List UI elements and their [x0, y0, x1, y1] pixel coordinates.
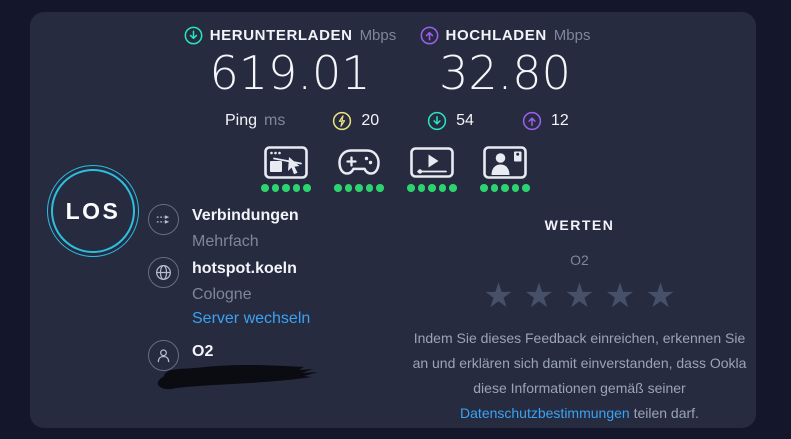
- download-value: 619.01: [209, 46, 371, 100]
- streaming-icon: [410, 146, 454, 179]
- download-latency-icon: [427, 111, 447, 131]
- rating-star[interactable]: ★: [564, 277, 595, 315]
- person-icon: [148, 340, 179, 371]
- ping-upload-value: 12: [550, 112, 569, 129]
- server-name: hotspot.koeln: [192, 260, 297, 277]
- performance-dot: [365, 184, 374, 192]
- performance-dot: [501, 184, 509, 192]
- provider-info: O2: [148, 340, 213, 371]
- rating-star[interactable]: ★: [523, 277, 555, 315]
- category-row: [261, 146, 530, 192]
- rating-panel: WERTEN O2 ★ ★ ★ ★ ★ Indem Sie dieses Feedbac…: [402, 217, 757, 426]
- ping-upload: 12: [522, 111, 569, 131]
- streaming-dots: [407, 184, 457, 192]
- browsing-icon: [264, 146, 308, 179]
- category-gaming: [334, 146, 384, 192]
- performance-dot: [480, 184, 488, 192]
- gaming-icon: [337, 146, 381, 179]
- rating-subject: O2: [570, 252, 589, 268]
- speedtest-result-card: HERUNTERLADEN Mbps 619.01 HOCHLADEN Mbps…: [30, 12, 756, 428]
- ping-download-value: 54: [456, 112, 474, 129]
- performance-dot: [282, 184, 290, 192]
- ping-download: 54: [427, 111, 474, 131]
- category-video-chat: [480, 146, 530, 192]
- download-unit: Mbps: [359, 27, 397, 44]
- globe-icon: [148, 257, 179, 288]
- server-city: Cologne: [192, 286, 252, 303]
- rating-stars: ★ ★ ★ ★ ★: [402, 276, 757, 316]
- browsing-dots: [261, 184, 311, 192]
- ping-label: Ping: [225, 112, 258, 129]
- rating-disclaimer: Indem Sie dieses Feedback einreichen, er…: [402, 326, 757, 426]
- upload-label: HOCHLADEN: [445, 27, 547, 44]
- performance-dot: [334, 184, 342, 192]
- disclaimer-text-after: teilen darf.: [629, 405, 699, 421]
- performance-dot: [522, 184, 530, 192]
- performance-dot: [261, 184, 269, 192]
- video-chat-dots: [480, 184, 530, 192]
- ping-idle-value: 20: [361, 112, 380, 129]
- multi-connection-icon: [148, 204, 179, 235]
- performance-dot: [271, 184, 280, 192]
- ping-row: Ping ms 20 54: [225, 111, 569, 131]
- performance-dot: [449, 184, 457, 192]
- connection-subtitle[interactable]: Mehrfach: [192, 233, 259, 250]
- rating-heading: WERTEN: [544, 217, 615, 233]
- server-info: hotspot.koeln Cologne Server wechseln: [148, 257, 310, 328]
- category-streaming: [407, 146, 457, 192]
- performance-dot: [428, 184, 436, 192]
- performance-dot: [355, 184, 363, 192]
- download-result: HERUNTERLADEN Mbps 619.01: [160, 26, 420, 100]
- performance-dot: [407, 184, 415, 192]
- upload-value: 32.80: [439, 46, 571, 100]
- connection-info: Verbindungen Mehrfach: [148, 204, 299, 251]
- change-server-link[interactable]: Server wechseln: [192, 310, 311, 327]
- performance-dot: [417, 184, 426, 192]
- go-button[interactable]: LOS: [47, 165, 139, 257]
- performance-dot: [303, 184, 311, 192]
- upload-result: HOCHLADEN Mbps 32.80: [380, 26, 630, 100]
- performance-dot: [292, 184, 301, 192]
- upload-circle-icon: [420, 26, 439, 45]
- performance-dot: [438, 184, 447, 192]
- go-button-label: LOS: [65, 197, 121, 224]
- idle-latency-icon: [332, 111, 352, 131]
- rating-star[interactable]: ★: [483, 277, 514, 315]
- privacy-policy-link[interactable]: Datenschutzbestimmungen: [460, 405, 630, 421]
- download-circle-icon: [184, 26, 203, 45]
- redacted-ip-scribble: [152, 358, 340, 400]
- connection-title: Verbindungen: [192, 207, 299, 224]
- rating-star[interactable]: ★: [645, 277, 676, 315]
- download-label: HERUNTERLADEN: [209, 27, 353, 44]
- ping-idle: 20: [332, 111, 379, 131]
- upload-unit: Mbps: [553, 27, 591, 44]
- category-browsing: [261, 146, 311, 192]
- ping-unit: ms: [264, 112, 286, 129]
- disclaimer-text-before: Indem Sie dieses Feedback einreichen, er…: [412, 330, 747, 396]
- provider-name: O2: [192, 343, 214, 360]
- upload-latency-icon: [522, 111, 542, 131]
- gaming-dots: [334, 184, 384, 192]
- rating-star[interactable]: ★: [604, 277, 636, 315]
- video-chat-icon: [483, 146, 527, 179]
- performance-dot: [511, 184, 520, 192]
- performance-dot: [490, 184, 499, 192]
- performance-dot: [344, 184, 353, 192]
- performance-dot: [376, 184, 384, 192]
